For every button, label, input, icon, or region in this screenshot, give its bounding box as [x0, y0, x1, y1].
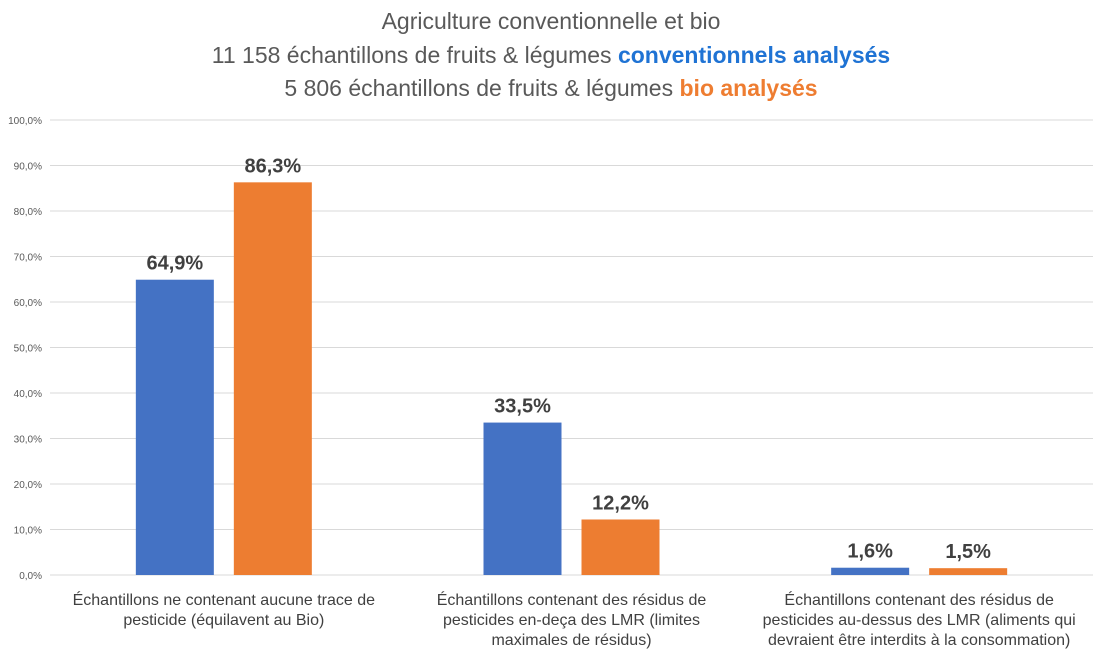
category-label: Échantillons contenant des résidus de pes…: [749, 591, 1089, 651]
category-label: Échantillons ne contenant aucune trace d…: [54, 591, 394, 631]
bar: [233, 182, 312, 575]
y-tick-label: 0,0%: [19, 571, 42, 582]
category-label-line: Échantillons contenant des résidus de: [784, 592, 1054, 609]
y-tick-label: 100,0%: [8, 116, 42, 127]
title-text-1: Agriculture conventionnelle et bio: [381, 8, 721, 34]
bar: [929, 568, 1008, 575]
title-bio-prefix: 5 806 échantillons de fruits & légumes: [284, 75, 674, 101]
category-label-line: pesticides au-dessus des LMR (aliments q…: [762, 612, 1076, 629]
bar: [581, 519, 660, 575]
title-conventional-prefix: 11 158 échantillons de fruits & légumes: [211, 42, 612, 68]
y-tick-label: 60,0%: [14, 298, 42, 309]
title-line-3: 5 806 échantillons de fruits & légumes b…: [0, 75, 1102, 102]
category-label-line: pesticides en-deça des LMR (limites: [443, 612, 700, 629]
y-tick-label: 40,0%: [14, 389, 42, 400]
title-line-1: Agriculture conventionnelle et bio: [0, 8, 1102, 35]
y-tick-label: 20,0%: [14, 480, 42, 491]
title-conventional-highlight: conventionnels analysés: [617, 42, 891, 68]
data-label: 86,3%: [244, 155, 301, 177]
bar: [483, 422, 562, 575]
data-label: 1,5%: [945, 541, 991, 563]
y-tick-label: 70,0%: [14, 253, 42, 264]
y-tick-label: 10,0%: [14, 526, 42, 537]
data-label: 64,9%: [146, 253, 203, 275]
y-tick-label: 90,0%: [14, 162, 42, 173]
category-label: Échantillons contenant des résidus de pes…: [402, 591, 742, 651]
category-label-line: maximales de résidus): [491, 632, 652, 649]
data-label: 1,6%: [847, 541, 893, 563]
bar: [135, 279, 214, 575]
data-label: 33,5%: [494, 396, 551, 418]
category-label-line: pesticide (équilavent au Bio): [123, 612, 325, 629]
bar: [831, 567, 910, 575]
data-label: 12,2%: [592, 492, 649, 514]
category-label-line: Échantillons ne contenant aucune trace d…: [72, 592, 376, 609]
category-label-line: Échantillons contenant des résidus de: [436, 592, 707, 609]
y-tick-label: 30,0%: [14, 435, 42, 446]
title-line-2: 11 158 échantillons de fruits & légumes …: [0, 42, 1102, 69]
y-tick-label: 80,0%: [14, 207, 42, 218]
title-bio-highlight: bio analysés: [679, 75, 818, 101]
y-tick-label: 50,0%: [14, 344, 42, 355]
category-label-line: devraient être interdits à la consommati…: [767, 632, 1071, 649]
